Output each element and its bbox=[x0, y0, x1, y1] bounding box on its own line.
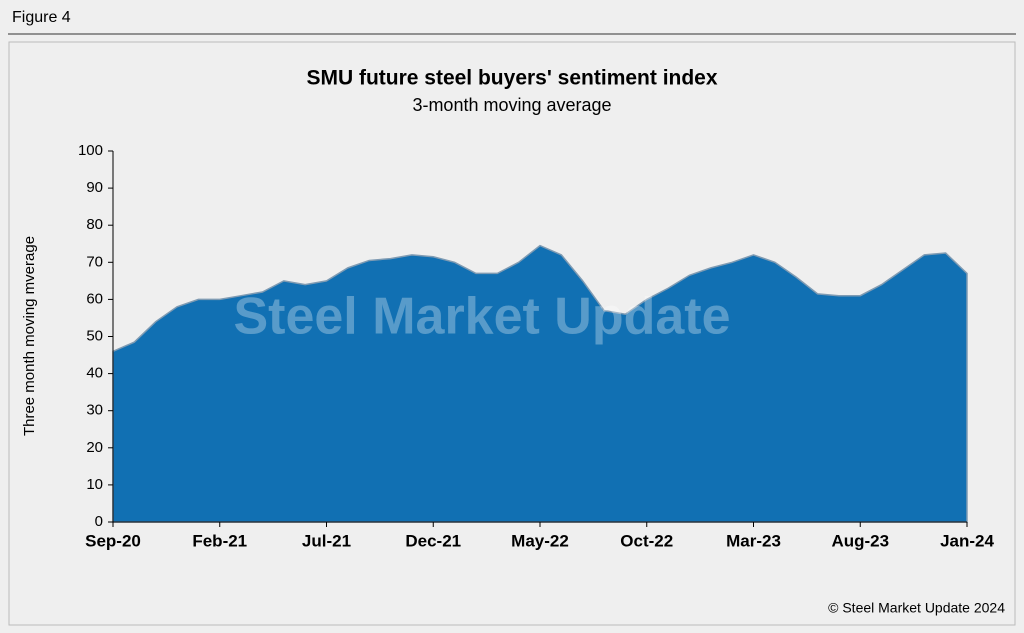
y-tick-label: 100 bbox=[78, 142, 103, 159]
y-tick-label: 60 bbox=[86, 290, 103, 307]
y-tick-label: 70 bbox=[86, 253, 103, 270]
y-tick-label: 10 bbox=[86, 476, 103, 493]
x-tick-label: Jul-21 bbox=[302, 531, 351, 550]
area bbox=[112, 244, 968, 523]
x-tick-label: May-22 bbox=[511, 531, 569, 550]
x-tick-label: Jan-24 bbox=[940, 531, 994, 550]
y-tick-label: 20 bbox=[86, 439, 103, 456]
chart-title: SMU future steel buyers' sentiment index bbox=[306, 67, 717, 90]
y-tick-label: 90 bbox=[86, 179, 103, 196]
chart-subtitle: 3-month moving average bbox=[412, 95, 611, 115]
x-tick-label: Oct-22 bbox=[620, 531, 673, 550]
watermark: Steel Market Update bbox=[233, 288, 730, 346]
x-tick-label: Mar-23 bbox=[726, 531, 781, 550]
y-axis-label: Three month moving mverage bbox=[21, 236, 38, 436]
x-tick-label: Aug-23 bbox=[831, 531, 889, 550]
y-tick-label: 50 bbox=[86, 327, 103, 344]
x-tick-label: Dec-21 bbox=[405, 531, 461, 550]
y-tick-label: 80 bbox=[86, 216, 103, 233]
source: © Steel Market Update 2024 bbox=[828, 600, 1005, 616]
y-tick-label: 30 bbox=[86, 402, 103, 419]
x-tick-label: Sep-20 bbox=[85, 531, 141, 550]
plot: 0 10 20 30 40 50 60 70 80 90 100 Sep-20 Feb-21 Jul-21… bbox=[78, 142, 995, 551]
y-tick-label: 40 bbox=[86, 365, 103, 382]
figure-label: Figure 4 bbox=[12, 9, 71, 26]
y-tick-label: 0 bbox=[95, 513, 103, 530]
x-tick-label: Feb-21 bbox=[192, 531, 247, 550]
